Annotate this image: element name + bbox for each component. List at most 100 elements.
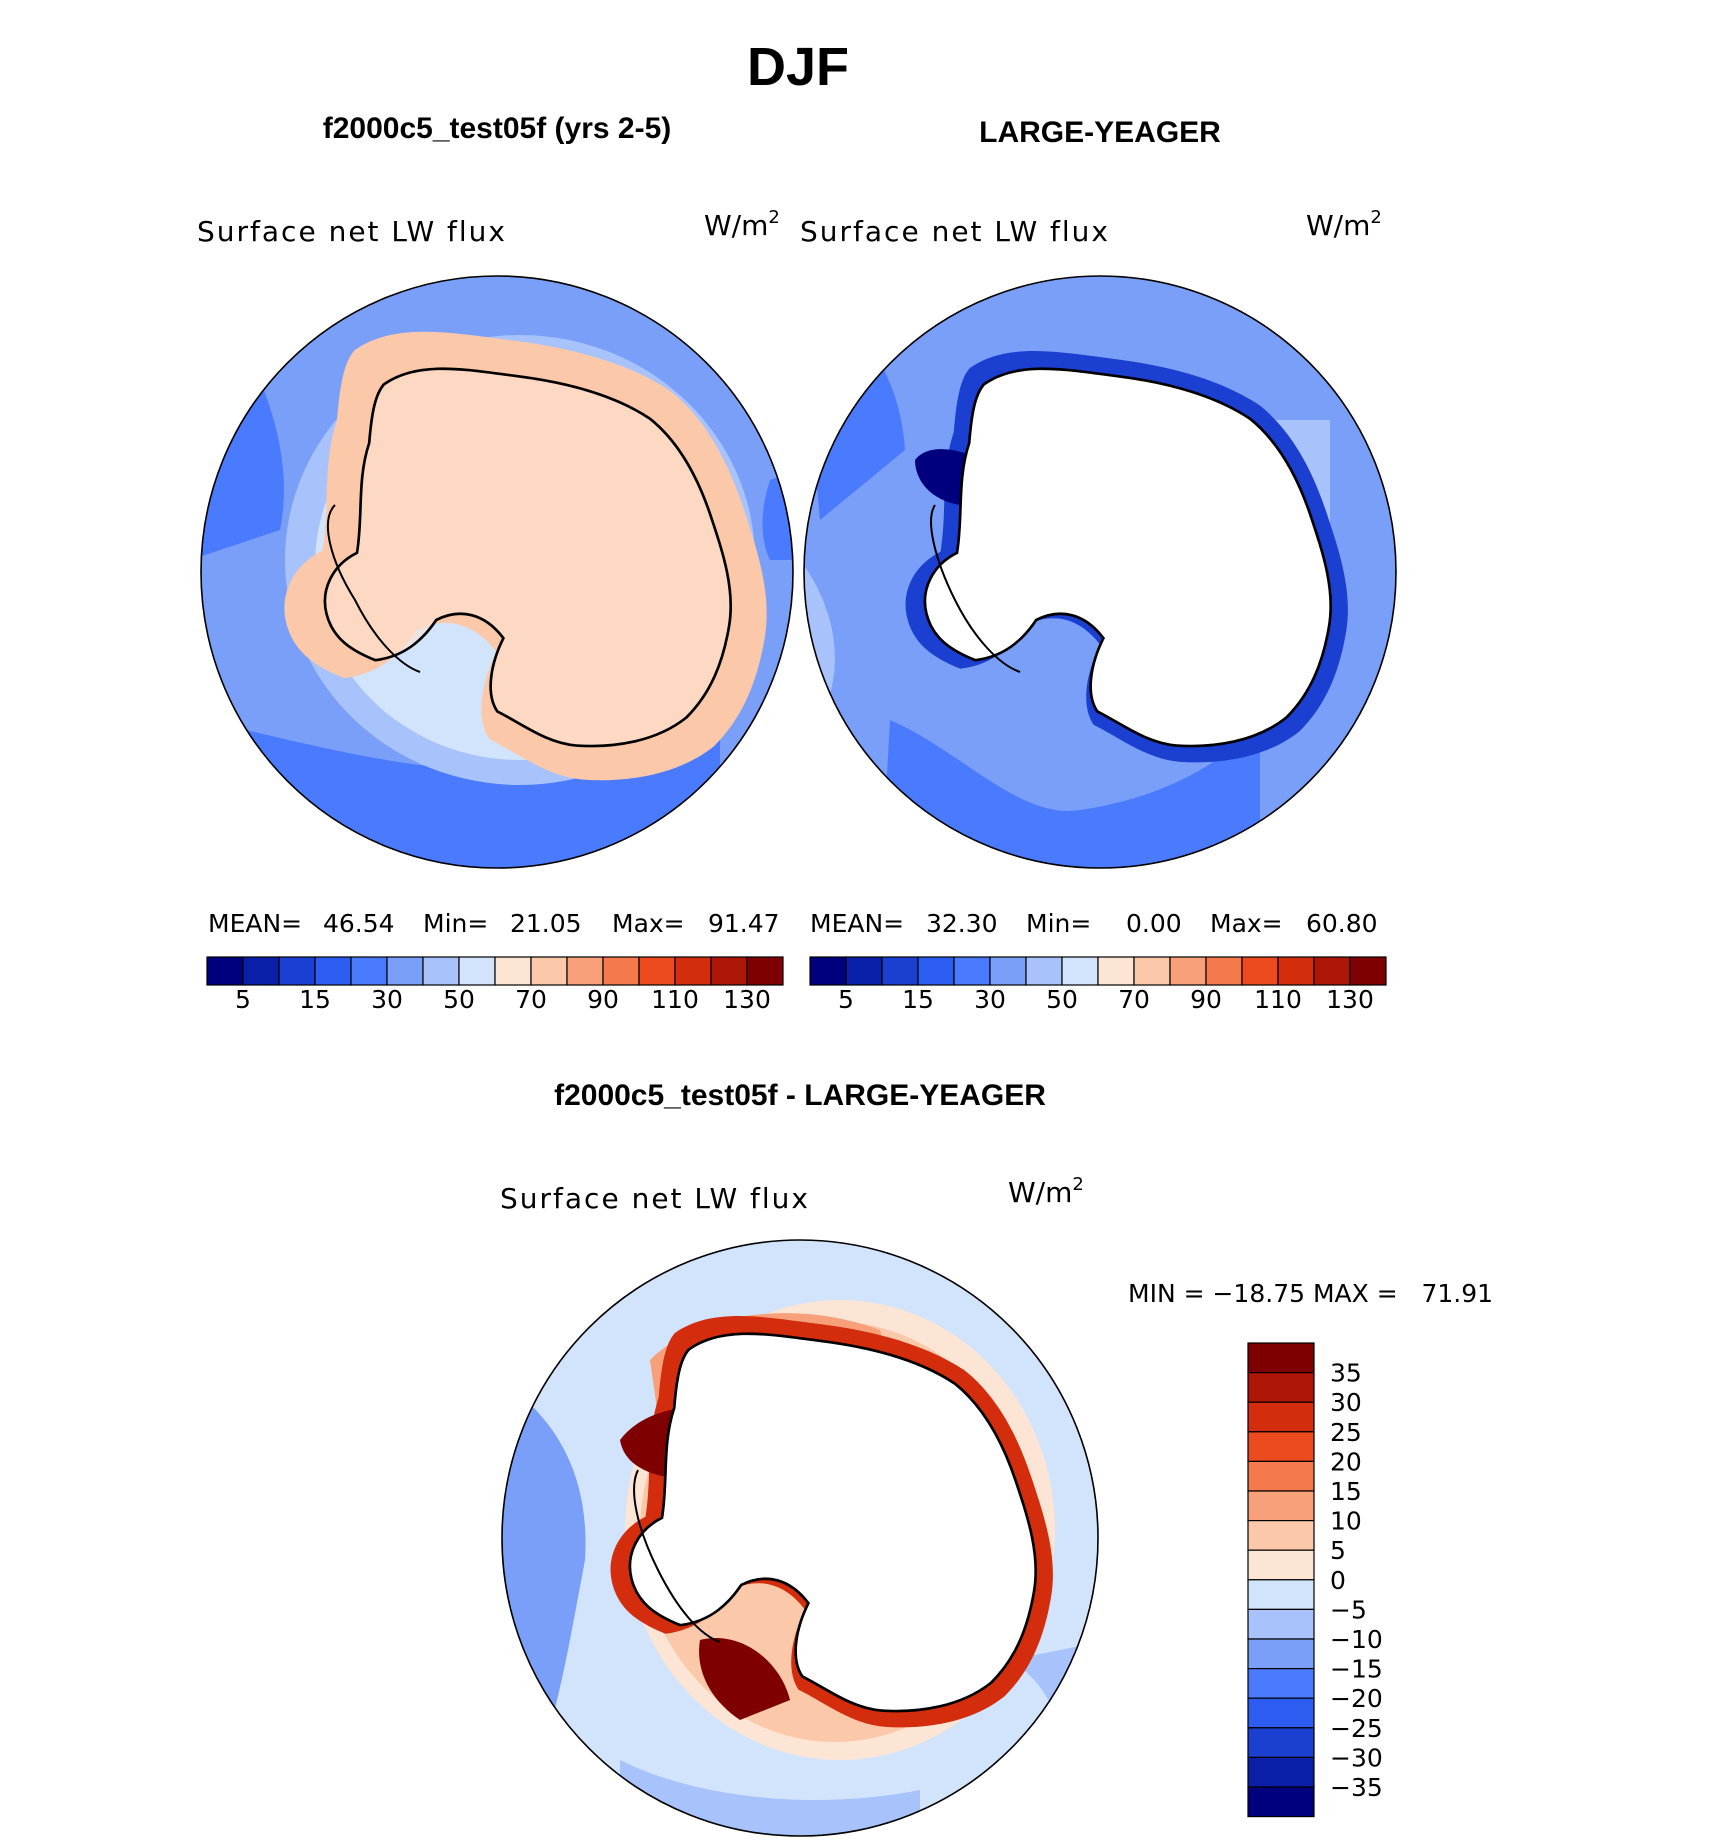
colorbar-swatch: [1205, 956, 1243, 986]
colorbar-tick-label: 20: [1330, 1447, 1362, 1476]
colorbar-swatch: [1241, 956, 1279, 986]
colorbar-swatch: [746, 956, 784, 986]
colorbar-tick-label: 130: [723, 985, 771, 1014]
colorbar-tick-label: 110: [651, 985, 699, 1014]
colorbar-tick-label: 0: [1330, 1566, 1346, 1595]
panel-right-title: LARGE-YEAGER: [979, 116, 1221, 149]
colorbar-swatch: [1061, 956, 1099, 986]
stat-min-value: 21.05: [510, 909, 582, 938]
panel-left-stats: MEAN= 46.54 Min= 21.05 Max= 91.47: [208, 909, 780, 938]
colorbar-swatch: [242, 956, 280, 986]
colorbar-swatch: [1247, 1638, 1315, 1670]
colorbar-swatch: [989, 956, 1027, 986]
stat-min-value: 0.00: [1126, 909, 1182, 938]
colorbar-tick-label: −35: [1330, 1773, 1383, 1802]
map-panel-obs: [804, 276, 1396, 868]
colorbar-swatch: [845, 956, 883, 986]
diff-units-base: W/m: [1008, 1176, 1072, 1209]
colorbar-swatch: [1349, 956, 1387, 986]
colorbar-swatch: [422, 956, 460, 986]
colorbar-swatch: [350, 956, 388, 986]
stat-min-label: Min=: [1026, 909, 1091, 938]
colorbar-tick-label: 25: [1330, 1418, 1362, 1447]
colorbar-swatch: [1247, 1697, 1315, 1729]
colorbar-tick-label: 15: [299, 985, 331, 1014]
colorbar-swatch: [953, 956, 991, 986]
colorbar-tick-label: −5: [1330, 1595, 1367, 1624]
colorbar-swatch: [206, 956, 244, 986]
colorbar-tick-label: 90: [587, 985, 619, 1014]
colorbar-swatch: [638, 956, 676, 986]
colorbar-swatch: [674, 956, 712, 986]
colorbar-tick-label: 10: [1330, 1507, 1362, 1536]
map-panel-diff-border: [501, 1239, 1099, 1837]
panel-right-units-base: W/m: [1306, 209, 1370, 242]
colorbar-swatch: [1247, 1431, 1315, 1463]
colorbar-tick-label: 15: [902, 985, 934, 1014]
diff-panel-variable: Surface net LW flux: [500, 1182, 810, 1215]
map-panel-diff: [502, 1240, 1098, 1836]
figure-title: DJF: [747, 37, 849, 97]
colorbar-tick-label: 50: [443, 985, 475, 1014]
colorbar-swatch: [710, 956, 748, 986]
colorbar-swatch: [386, 956, 424, 986]
colorbar-swatch: [809, 956, 847, 986]
panel-right-units-exp: 2: [1370, 207, 1381, 228]
panel-left-units-exp: 2: [768, 207, 779, 228]
colorbar-tick-label: 30: [371, 985, 403, 1014]
colorbar-tick-label: −10: [1330, 1625, 1383, 1654]
stat-max-value: 91.47: [708, 909, 780, 938]
colorbar-swatch: [458, 956, 496, 986]
colorbar-swatch: [1277, 956, 1315, 986]
colorbar-tick-label: 50: [1046, 985, 1078, 1014]
stat-max-label: Max=: [612, 909, 685, 938]
colorbar-swatch: [602, 956, 640, 986]
diff-panel-units: W/m2: [1008, 1174, 1084, 1209]
colorbar-swatch: [530, 956, 568, 986]
panel-right-stats: MEAN= 32.30 Min= 0.00 Max= 60.80: [810, 909, 1378, 938]
colorbar-swatch: [1097, 956, 1135, 986]
colorbar-obs: 5 15 30 50 70 90 110 130: [809, 956, 1387, 1014]
colorbar-swatch: [917, 956, 955, 986]
colorbar-tick-label: −25: [1330, 1714, 1383, 1743]
colorbar-tick-label: −20: [1330, 1684, 1383, 1713]
stat-mean-label: MEAN=: [810, 909, 904, 938]
colorbar-swatch: [1247, 1756, 1315, 1788]
colorbar-tick-label: 30: [1330, 1388, 1362, 1417]
diff-units-exp: 2: [1072, 1174, 1083, 1195]
colorbar-swatch: [1313, 956, 1351, 986]
diff-panel-title: f2000c5_test05f - LARGE-YEAGER: [554, 1079, 1046, 1112]
panel-left-title: f2000c5_test05f (yrs 2-5): [323, 112, 672, 145]
colorbar-tick-label: 5: [1330, 1536, 1346, 1565]
colorbar-tick-label: −15: [1330, 1655, 1383, 1684]
colorbar-swatch: [1247, 1401, 1315, 1433]
colorbar-swatch: [1247, 1460, 1315, 1492]
stat-mean-label: MEAN=: [208, 909, 302, 938]
colorbar-swatch: [1247, 1608, 1315, 1640]
panel-right-variable: Surface net LW flux: [800, 215, 1110, 248]
colorbar-tick-label: −30: [1330, 1743, 1383, 1772]
colorbar-tick-label: 5: [235, 985, 251, 1014]
colorbar-swatch: [278, 956, 316, 986]
colorbar-swatch: [1247, 1667, 1315, 1699]
colorbar-swatch: [1247, 1579, 1315, 1611]
colorbar-tick-label: 70: [1118, 985, 1150, 1014]
stat-mean-value: 46.54: [323, 909, 395, 938]
stat-max-label: Max=: [1210, 909, 1283, 938]
stat-mean-value: 32.30: [926, 909, 998, 938]
colorbar-swatch: [1025, 956, 1063, 986]
colorbar-tick-label: 5: [838, 985, 854, 1014]
colorbar-model: 5 15 30 50 70 90 110 130: [206, 956, 784, 1014]
colorbar-tick-label: 90: [1190, 985, 1222, 1014]
colorbar-swatch: [1247, 1371, 1315, 1403]
stat-max-value: 60.80: [1306, 909, 1378, 938]
colorbar-swatch: [1247, 1727, 1315, 1759]
colorbar-swatch: [314, 956, 352, 986]
colorbar-swatch: [1247, 1549, 1315, 1581]
colorbar-tick-label: 70: [515, 985, 547, 1014]
panel-left-variable: Surface net LW flux: [197, 215, 507, 248]
colorbar-tick-label: 35: [1330, 1359, 1362, 1388]
panel-right-units: W/m2: [1306, 207, 1382, 242]
